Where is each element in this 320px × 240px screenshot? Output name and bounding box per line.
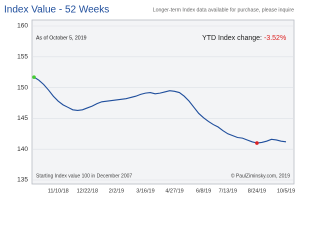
x-tick-label: 11/10/18 — [48, 188, 69, 194]
plot-area — [31, 19, 295, 185]
data-line — [33, 76, 287, 144]
x-tick-label: 3/16/19 — [136, 188, 154, 194]
y-tick-label: 135 — [17, 177, 28, 184]
x-tick-label: 8/24/19 — [248, 188, 266, 194]
y-tick-label: 145 — [17, 115, 28, 122]
point-marker — [32, 75, 36, 79]
chart: Index Value - 52 Weeks Longer-term Index… — [4, 4, 296, 195]
x-tick-label: 7/13/19 — [219, 188, 237, 194]
y-tick-label: 155 — [17, 54, 28, 61]
x-tick-label: 12/22/18 — [77, 188, 98, 194]
point-marker — [255, 141, 259, 145]
x-tick-label: 6/8/19 — [196, 188, 211, 194]
y-tick-label: 150 — [17, 84, 28, 91]
ytd-value: -3.52% — [264, 35, 286, 42]
note-right: © PaulZiminsky.com, 2019 — [231, 172, 290, 179]
x-tick-label: 10/5/19 — [277, 188, 295, 194]
note-left: Starting Index value 100 in December 200… — [36, 173, 132, 179]
chart-title: Index Value - 52 Weeks — [4, 5, 109, 16]
x-tick-label: 2/2/19 — [109, 188, 124, 194]
y-tick-label: 140 — [17, 146, 28, 153]
x-tick-label: 4/27/19 — [165, 188, 183, 194]
y-tick-label: 160 — [17, 23, 28, 30]
as-of: As of October 5, 2019 — [36, 35, 87, 41]
subtitle: Longer-term Index data available for pur… — [153, 7, 294, 13]
ytd-label: YTD Index change: — [202, 35, 262, 42]
